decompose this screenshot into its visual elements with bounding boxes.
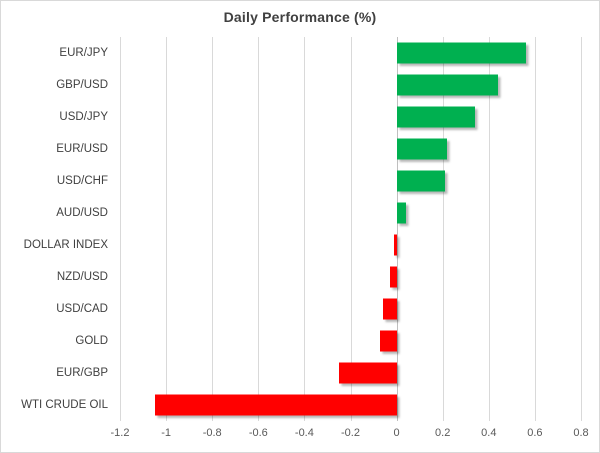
category-label: GBP/USD [56, 79, 108, 91]
category-label: NZD/USD [56, 271, 108, 283]
bar-gold [380, 330, 397, 352]
category-label: USD/CAD [56, 303, 108, 315]
category-label: DOLLAR INDEX [23, 239, 108, 251]
category-label: EUR/USD [56, 143, 108, 155]
bar-usd-jpy [396, 106, 475, 128]
bar-eur-usd [396, 138, 448, 160]
gridline [258, 37, 260, 421]
gridline [350, 37, 352, 421]
bar-row [120, 325, 581, 357]
plot-area [120, 37, 582, 421]
category-label: EUR/GBP [56, 367, 108, 379]
gridline [212, 37, 214, 421]
gridline [120, 37, 121, 421]
x-tick-label: -1 [161, 427, 171, 439]
gridline [534, 37, 536, 421]
x-tick-label: 0.6 [527, 427, 543, 439]
bar-gbp-usd [396, 74, 498, 96]
bar-row [120, 37, 581, 69]
chart-title: Daily Performance (%) [223, 9, 377, 25]
bar-row [120, 69, 581, 101]
bar-usd-chf [396, 170, 445, 192]
x-tick-label: 0.8 [573, 427, 589, 439]
x-tick-label: 0.2 [435, 427, 451, 439]
bar-nzd-usd [389, 266, 397, 288]
bar-row [120, 261, 581, 293]
gridline [442, 37, 444, 421]
category-label: USD/JPY [59, 111, 108, 123]
bar-usd-cad [382, 298, 397, 320]
zero-gridline [396, 37, 398, 421]
gridline [304, 37, 306, 421]
bar-row [120, 197, 581, 229]
bar-row [120, 229, 581, 261]
category-label: GOLD [75, 335, 108, 347]
bar-row [120, 293, 581, 325]
bar-aud-usd [396, 202, 406, 224]
bar-eur-jpy [396, 42, 526, 64]
x-tick-label: -0.6 [248, 427, 268, 439]
x-tick-label: -0.2 [341, 427, 360, 439]
gridline [166, 37, 168, 421]
category-label: WTI CRUDE OIL [21, 399, 108, 411]
category-label: USD/CHF [56, 175, 108, 187]
bar-wti-crude-oil [154, 394, 397, 416]
bar-eur-gbp [338, 362, 397, 384]
category-axis: EUR/JPY GBP/USD USD/JPY EUR/USD USD/CHF AUD/U… [1, 37, 108, 421]
x-tick-label: -1.2 [110, 427, 130, 439]
x-tick-label: -0.8 [202, 427, 222, 439]
bar-dollar-index [394, 234, 397, 256]
gridline [581, 37, 582, 421]
x-tick-label: 0 [393, 427, 400, 439]
gridline [488, 37, 490, 421]
x-tick-label: 0.4 [481, 427, 497, 439]
category-label: AUD/USD [56, 207, 108, 219]
x-tick-label: -0.4 [294, 427, 314, 439]
x-axis: -1.2 -1 -0.8 -0.6 -0.4 -0.2 0 0.2 0.4 0.6 0.8 [111, 424, 589, 444]
bar-row [120, 133, 581, 165]
bar-row [120, 165, 581, 197]
category-label: EUR/JPY [59, 47, 108, 59]
bar-row [120, 101, 581, 133]
bar-row [120, 389, 581, 421]
bar-row [120, 357, 581, 389]
